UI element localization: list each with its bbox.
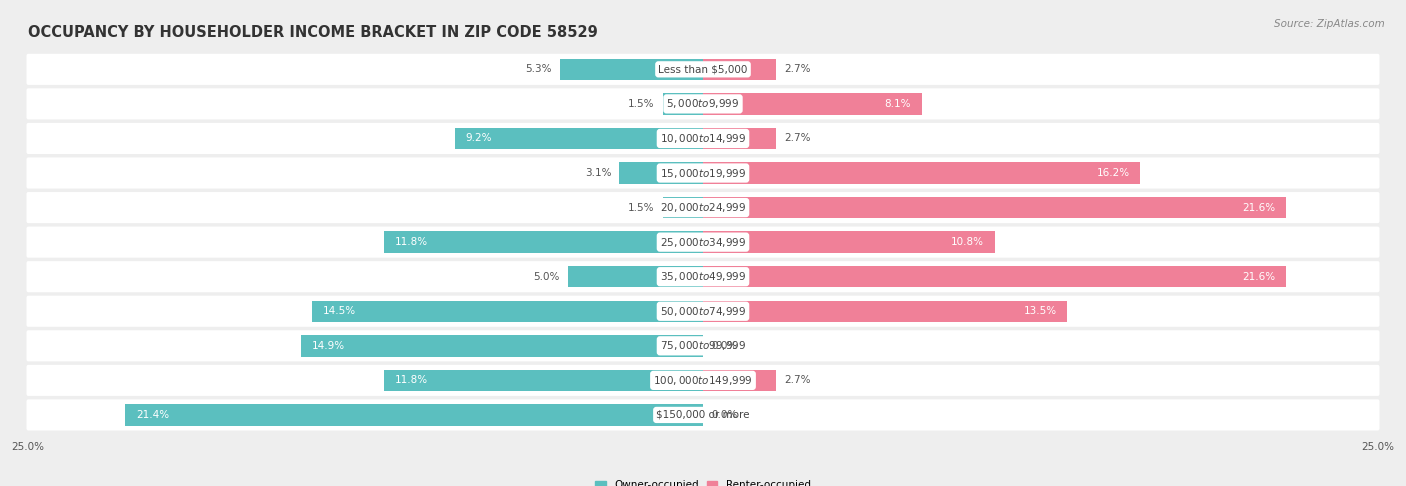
Legend: Owner-occupied, Renter-occupied: Owner-occupied, Renter-occupied [591,476,815,486]
Text: 5.3%: 5.3% [526,64,551,74]
Text: 21.4%: 21.4% [136,410,169,420]
Text: 14.5%: 14.5% [322,306,356,316]
Bar [125,404,703,426]
Text: 1.5%: 1.5% [628,99,654,109]
Text: 1.5%: 1.5% [628,203,654,212]
Text: 11.8%: 11.8% [395,237,429,247]
Text: 0.0%: 0.0% [711,341,737,351]
Text: $35,000 to $49,999: $35,000 to $49,999 [659,270,747,283]
Bar [703,231,994,253]
Bar [312,300,703,322]
Text: 2.7%: 2.7% [785,134,810,143]
Bar [703,59,776,80]
FancyBboxPatch shape [27,54,1379,85]
Text: 2.7%: 2.7% [785,375,810,385]
Text: 0.0%: 0.0% [711,410,737,420]
Bar [703,162,1140,184]
Text: 10.8%: 10.8% [950,237,984,247]
FancyBboxPatch shape [27,157,1379,189]
Text: $50,000 to $74,999: $50,000 to $74,999 [659,305,747,318]
Text: $10,000 to $14,999: $10,000 to $14,999 [659,132,747,145]
Text: 9.2%: 9.2% [465,134,492,143]
Bar [662,93,703,115]
Bar [384,370,703,391]
Text: $25,000 to $34,999: $25,000 to $34,999 [659,236,747,249]
Text: 2.7%: 2.7% [785,64,810,74]
Text: 16.2%: 16.2% [1097,168,1129,178]
Text: $15,000 to $19,999: $15,000 to $19,999 [659,167,747,179]
Bar [662,197,703,218]
FancyBboxPatch shape [27,123,1379,154]
Text: $20,000 to $24,999: $20,000 to $24,999 [659,201,747,214]
Text: $75,000 to $99,999: $75,000 to $99,999 [659,339,747,352]
FancyBboxPatch shape [27,399,1379,431]
Bar [301,335,703,357]
Bar [454,128,703,149]
FancyBboxPatch shape [27,192,1379,223]
FancyBboxPatch shape [27,261,1379,292]
FancyBboxPatch shape [27,88,1379,120]
Text: 21.6%: 21.6% [1241,272,1275,282]
Bar [560,59,703,80]
Text: 5.0%: 5.0% [533,272,560,282]
Text: 3.1%: 3.1% [585,168,612,178]
Text: Less than $5,000: Less than $5,000 [658,64,748,74]
Bar [703,128,776,149]
Bar [703,197,1286,218]
Bar [703,370,776,391]
Bar [619,162,703,184]
Text: $5,000 to $9,999: $5,000 to $9,999 [666,97,740,110]
Text: Source: ZipAtlas.com: Source: ZipAtlas.com [1274,19,1385,30]
Bar [703,300,1067,322]
Bar [703,93,922,115]
Text: $150,000 or more: $150,000 or more [657,410,749,420]
Text: $100,000 to $149,999: $100,000 to $149,999 [654,374,752,387]
FancyBboxPatch shape [27,295,1379,327]
Text: 13.5%: 13.5% [1024,306,1057,316]
Bar [568,266,703,287]
Text: 8.1%: 8.1% [884,99,911,109]
FancyBboxPatch shape [27,330,1379,362]
Bar [384,231,703,253]
Text: 21.6%: 21.6% [1241,203,1275,212]
Text: 11.8%: 11.8% [395,375,429,385]
FancyBboxPatch shape [27,365,1379,396]
Text: OCCUPANCY BY HOUSEHOLDER INCOME BRACKET IN ZIP CODE 58529: OCCUPANCY BY HOUSEHOLDER INCOME BRACKET … [28,25,598,40]
Bar [703,266,1286,287]
Text: 14.9%: 14.9% [312,341,344,351]
FancyBboxPatch shape [27,226,1379,258]
